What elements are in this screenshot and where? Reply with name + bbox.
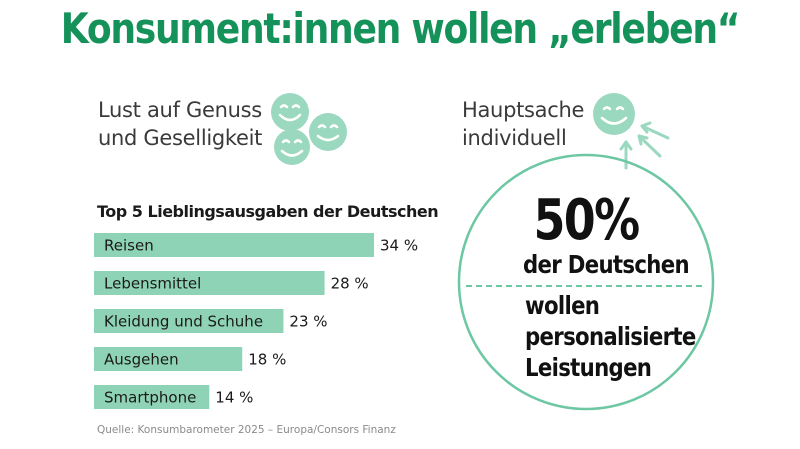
stat-circle: [457, 153, 715, 411]
bar-category-label: Lebensmittel: [104, 275, 201, 293]
bar-category-label: Reisen: [104, 237, 154, 255]
smiley-arrows-icon: [593, 93, 670, 170]
stat-line-1: der Deutschen: [523, 250, 690, 279]
stat-lower-text: wollen personalisierte Leistungen: [525, 290, 726, 383]
left-section-title: Lust auf Genuss und Geselligkeit: [98, 96, 262, 152]
bar-3: [94, 347, 243, 371]
bar-value-label: 14 %: [215, 389, 253, 407]
bar-2: [94, 309, 284, 333]
chart-title: Top 5 Lieblingsausgaben der Deutschen: [97, 202, 439, 221]
source-note: Quelle: Konsumbarometer 2025 – Europa/Co…: [97, 424, 396, 436]
stat-lower-line-2: personalisierte: [525, 322, 696, 351]
stat-lower-line-3: Leistungen: [525, 353, 652, 382]
bar-0: [94, 233, 374, 257]
right-section-title: Hauptsache individuell: [462, 96, 584, 152]
bar-value-label: 34 %: [380, 237, 418, 255]
bar-chart: Reisen 34 % Lebensmittel 28 % Kleidung und S…: [94, 233, 418, 409]
bar-value-label: 23 %: [289, 313, 327, 331]
bar-4: [94, 385, 210, 409]
right-title-line-2: individuell: [462, 126, 567, 150]
bar-category-label: Smartphone: [104, 389, 196, 407]
left-title-line-2: und Geselligkeit: [98, 126, 263, 150]
bar-value-label: 18 %: [248, 351, 286, 369]
stat-lower-line-1: wollen: [525, 291, 600, 320]
bar-value-label: 28 %: [331, 275, 369, 293]
bar-category-label: Ausgehen: [104, 351, 179, 369]
left-title-line-1: Lust auf Genuss: [98, 98, 262, 122]
headline: Konsument:innen wollen „erleben“: [60, 4, 741, 53]
smiley-faces-icon: [271, 93, 347, 165]
stat-value: 50%: [533, 188, 640, 253]
bar-category-label: Kleidung und Schuhe: [104, 313, 263, 331]
bar-1: [94, 271, 325, 295]
right-title-line-1: Hauptsache: [462, 98, 585, 122]
